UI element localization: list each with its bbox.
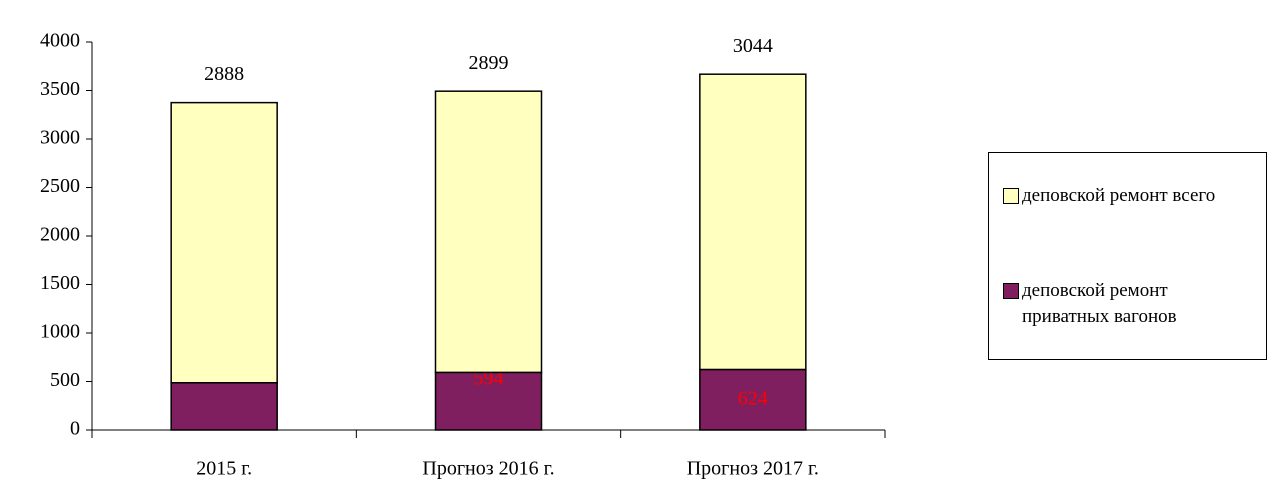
value-label: 2899 [469, 52, 509, 74]
y-tick-label: 0 [70, 418, 80, 440]
legend-swatch [1003, 188, 1019, 204]
x-tick-label: 2015 г. [196, 458, 252, 480]
legend-label: деповской ремонт всего [1022, 185, 1216, 206]
value-label: 624 [738, 388, 768, 410]
value-label: 2888 [204, 63, 244, 85]
x-tick-label: Прогноз 2016 г. [422, 458, 554, 480]
bar-segment [699, 73, 807, 371]
y-tick-label: 3500 [40, 78, 80, 100]
legend-item: деповской ремонт всего [1003, 183, 1222, 209]
bar-segment [170, 382, 278, 431]
legend-label: деповской ремонт приватных вагонов [1022, 280, 1177, 327]
x-tick-label: Прогноз 2017 г. [687, 458, 819, 480]
y-tick-label: 1000 [40, 321, 80, 343]
y-tick-label: 2000 [40, 224, 80, 246]
y-tick-label: 3000 [40, 127, 80, 149]
y-tick-label: 2500 [40, 175, 80, 197]
legend-swatch [1003, 283, 1019, 299]
y-tick-label: 500 [50, 369, 80, 391]
legend: деповской ремонт всего деповской ремонт п… [988, 152, 1267, 360]
y-tick-label: 1500 [40, 272, 80, 294]
bar-segment [170, 101, 278, 384]
bar-segment [434, 371, 543, 431]
bar-segment [699, 368, 807, 431]
value-label: 3044 [733, 35, 773, 57]
legend-item: деповской ремонт приватных вагонов [1003, 278, 1222, 330]
y-tick-label: 4000 [40, 30, 80, 52]
bar-segment [434, 90, 543, 374]
